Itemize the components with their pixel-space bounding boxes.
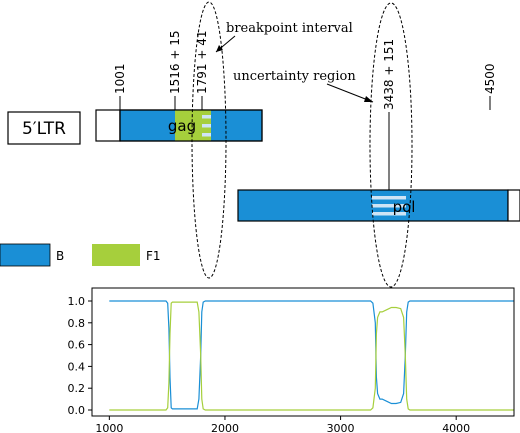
x-tick-label: 1000	[95, 422, 123, 433]
pol-breakpoint-stripe	[372, 212, 406, 216]
x-tick-label: 3000	[327, 422, 355, 433]
proportion-chart: 0.0 0.2 0.4 0.6 0.8 1.0 1000 2000 3000 4000	[68, 287, 515, 433]
legend-label-b: B	[56, 249, 64, 263]
gag-breakpoint-stripe	[202, 133, 211, 137]
x-tick-labels: 1000 2000 3000 4000	[95, 422, 470, 433]
breakpoint-annotation: breakpoint interval	[226, 21, 353, 36]
x-tick-label: 2000	[211, 422, 239, 433]
chart-frame	[91, 287, 515, 417]
uncertainty-annotation: uncertainty region	[233, 69, 356, 84]
y-tick-label: 0.2	[68, 382, 86, 395]
breakpoint-ellipse	[191, 1, 227, 279]
uncertainty-ellipse	[369, 2, 413, 288]
position-label-1001: 1001	[113, 63, 127, 94]
pol-label: pol	[393, 198, 416, 216]
gag-gene: gag	[95, 109, 263, 142]
legend-swatch-b	[0, 243, 51, 267]
y-tick-labels: 0.0 0.2 0.4 0.6 0.8 1.0	[68, 295, 86, 417]
breakpoint-arrowhead	[216, 45, 223, 52]
pol-breakpoint-stripe	[372, 204, 406, 208]
legend: B F1	[0, 243, 161, 267]
y-tick-label: 0.4	[68, 360, 86, 373]
series-line-green	[109, 301, 514, 411]
pol-trailing-segment	[507, 189, 520, 222]
ltr-label: 5′LTR	[22, 119, 66, 139]
ltr-box: 5′LTR	[7, 111, 81, 145]
pol-breakpoint-stripe	[372, 196, 406, 200]
gag-leading-segment	[95, 109, 121, 142]
uncertainty-arrowhead	[364, 96, 373, 102]
series-line-blue	[109, 300, 514, 410]
position-label-1791: 1791 + 41	[195, 31, 209, 95]
legend-swatch-f1	[92, 244, 140, 266]
position-label-3438: 3438 + 151	[382, 39, 396, 110]
gag-label: gag	[168, 117, 196, 135]
gag-breakpoint-stripe	[202, 115, 211, 119]
y-tick-label: 0.0	[68, 404, 86, 417]
position-label-1516: 1516 + 15	[168, 31, 182, 95]
series-layer	[109, 300, 514, 411]
gag-breakpoint-stripe	[202, 124, 211, 128]
y-tick-label: 0.6	[68, 339, 86, 352]
position-label-4500: 4500	[483, 63, 497, 94]
pol-gene: pol	[237, 189, 520, 222]
x-tick-label: 4000	[442, 422, 470, 433]
y-tick-label: 0.8	[68, 317, 86, 330]
y-tick-label: 1.0	[68, 295, 86, 308]
position-markers: 1001 1516 + 15 1791 + 41 3438 + 151 4500	[113, 31, 497, 190]
chart-ticks	[88, 300, 457, 420]
legend-label-f1: F1	[146, 249, 161, 263]
